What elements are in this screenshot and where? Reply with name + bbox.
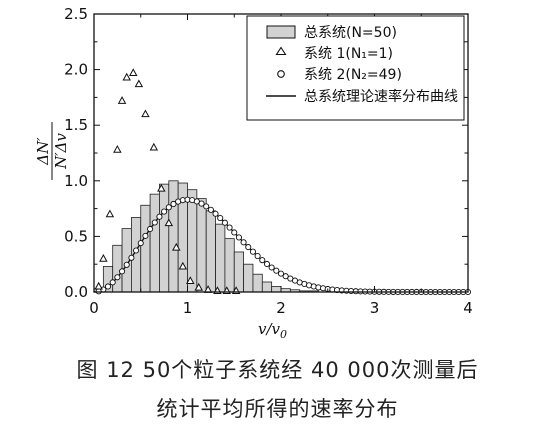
histogram-bars bbox=[93, 180, 319, 293]
system2-point bbox=[119, 268, 126, 275]
system1-point bbox=[122, 72, 131, 81]
histogram-bar bbox=[140, 204, 151, 293]
histogram-bar bbox=[224, 238, 235, 293]
y-tick-label: 1.0 bbox=[64, 172, 88, 190]
system2-point bbox=[245, 244, 252, 251]
system2-point bbox=[282, 273, 289, 280]
chart: 0 1 2 3 4 0.0 0.5 1.0 1.5 2.0 2.5 v/v0 ΔN′ N′Δv 总… bbox=[34, 5, 473, 341]
system1-point bbox=[129, 68, 138, 77]
y-label-denominator: N′Δv bbox=[52, 133, 70, 170]
system2-point bbox=[123, 261, 130, 268]
system2-point bbox=[198, 200, 205, 207]
x-tick-label: 2 bbox=[276, 299, 286, 317]
y-tick-label: 2.0 bbox=[64, 61, 88, 79]
histogram-bar bbox=[149, 193, 160, 293]
system1-point bbox=[157, 183, 166, 192]
system2-point bbox=[217, 215, 224, 222]
histogram-bar bbox=[271, 286, 282, 293]
system2-point bbox=[212, 210, 219, 217]
legend-bar-swatch bbox=[266, 25, 296, 39]
legend-triangle-marker bbox=[275, 46, 287, 56]
histogram-bar bbox=[252, 273, 263, 293]
system1-point bbox=[94, 281, 103, 290]
system2-point bbox=[147, 225, 154, 233]
system1-point bbox=[134, 79, 144, 88]
x-tick-label: 3 bbox=[370, 299, 380, 317]
system2-point bbox=[273, 267, 280, 274]
system2-point bbox=[231, 229, 238, 236]
histogram-bar bbox=[233, 251, 244, 293]
system2-point bbox=[133, 247, 140, 254]
system1-point bbox=[113, 145, 122, 153]
x-axis-label: v/v0 bbox=[258, 320, 287, 341]
y-axis-ticks: 0.0 0.5 1.0 1.5 2.0 2.5 bbox=[64, 5, 468, 301]
system2-point bbox=[235, 234, 242, 241]
system2-point bbox=[259, 257, 266, 264]
system2-point bbox=[170, 200, 177, 208]
figure-caption-line2: 统计平均所得的速率分布 bbox=[156, 397, 399, 421]
system1-points bbox=[94, 68, 241, 294]
histogram-bar bbox=[215, 223, 226, 293]
legend-circle-marker bbox=[277, 70, 285, 78]
system2-point bbox=[156, 213, 163, 220]
x-axis-ticks: 0 1 2 3 4 bbox=[89, 14, 473, 317]
legend-label-theory: 总系统理论速率分布曲线 bbox=[304, 88, 458, 105]
system2-point bbox=[207, 206, 214, 213]
y-tick-label: 2.5 bbox=[64, 5, 88, 23]
system2-point bbox=[137, 240, 144, 247]
system2-point bbox=[104, 283, 112, 290]
system1-point bbox=[105, 209, 115, 218]
y-label-numerator: ΔN′ bbox=[34, 137, 52, 166]
system2-point bbox=[240, 239, 247, 246]
x-tick-label: 4 bbox=[463, 299, 473, 317]
y-tick-label: 1.5 bbox=[64, 116, 88, 134]
legend-label-total: 总系统(N=50) bbox=[304, 25, 397, 41]
y-tick-label: 0.5 bbox=[64, 227, 88, 245]
system2-point bbox=[151, 219, 158, 226]
system2-point bbox=[226, 224, 233, 231]
system2-point bbox=[203, 203, 210, 210]
system2-point bbox=[254, 253, 261, 260]
histogram-bar bbox=[243, 263, 254, 293]
histogram-bar bbox=[196, 198, 207, 293]
y-tick-label: 0.0 bbox=[64, 283, 88, 301]
histogram-bar bbox=[187, 189, 198, 293]
system1-point bbox=[117, 96, 127, 104]
histogram-bar bbox=[168, 180, 179, 293]
histogram-bar bbox=[205, 210, 216, 293]
x-tick-label: 1 bbox=[183, 299, 193, 317]
legend-label-system1: 系统 1(N₁=1) bbox=[304, 46, 393, 62]
system2-point bbox=[268, 264, 275, 271]
system1-point bbox=[178, 261, 188, 270]
system1-point bbox=[186, 276, 195, 284]
system2-point bbox=[263, 260, 271, 268]
system1-point bbox=[99, 254, 108, 262]
system1-point bbox=[164, 218, 174, 227]
system2-point bbox=[128, 254, 135, 261]
system2-point bbox=[249, 248, 256, 255]
legend-label-system2: 系统 2(N₂=49) bbox=[304, 67, 402, 83]
y-axis-label: ΔN′ N′Δv bbox=[34, 122, 70, 180]
system2-point bbox=[161, 208, 168, 215]
figure-caption-line1: 图 12 50个粒子系统经 40 000次测量后 bbox=[76, 358, 479, 382]
system2-point bbox=[109, 279, 116, 286]
system1-point bbox=[172, 242, 181, 251]
x-tick-label: 0 bbox=[89, 299, 99, 317]
system1-point bbox=[149, 142, 159, 151]
system2-point bbox=[165, 204, 172, 211]
histogram-bar bbox=[159, 183, 170, 293]
system1-point bbox=[141, 109, 150, 118]
system2-point bbox=[142, 232, 149, 239]
system2-point bbox=[277, 270, 285, 277]
legend: 总系统(N=50) 系统 1(N₁=1) 系统 2(N₂=49) 总系统理论速率… bbox=[246, 15, 465, 121]
system1-point bbox=[194, 282, 203, 291]
histogram-bar bbox=[261, 281, 273, 293]
system2-point bbox=[114, 274, 121, 281]
system2-point bbox=[221, 219, 228, 226]
